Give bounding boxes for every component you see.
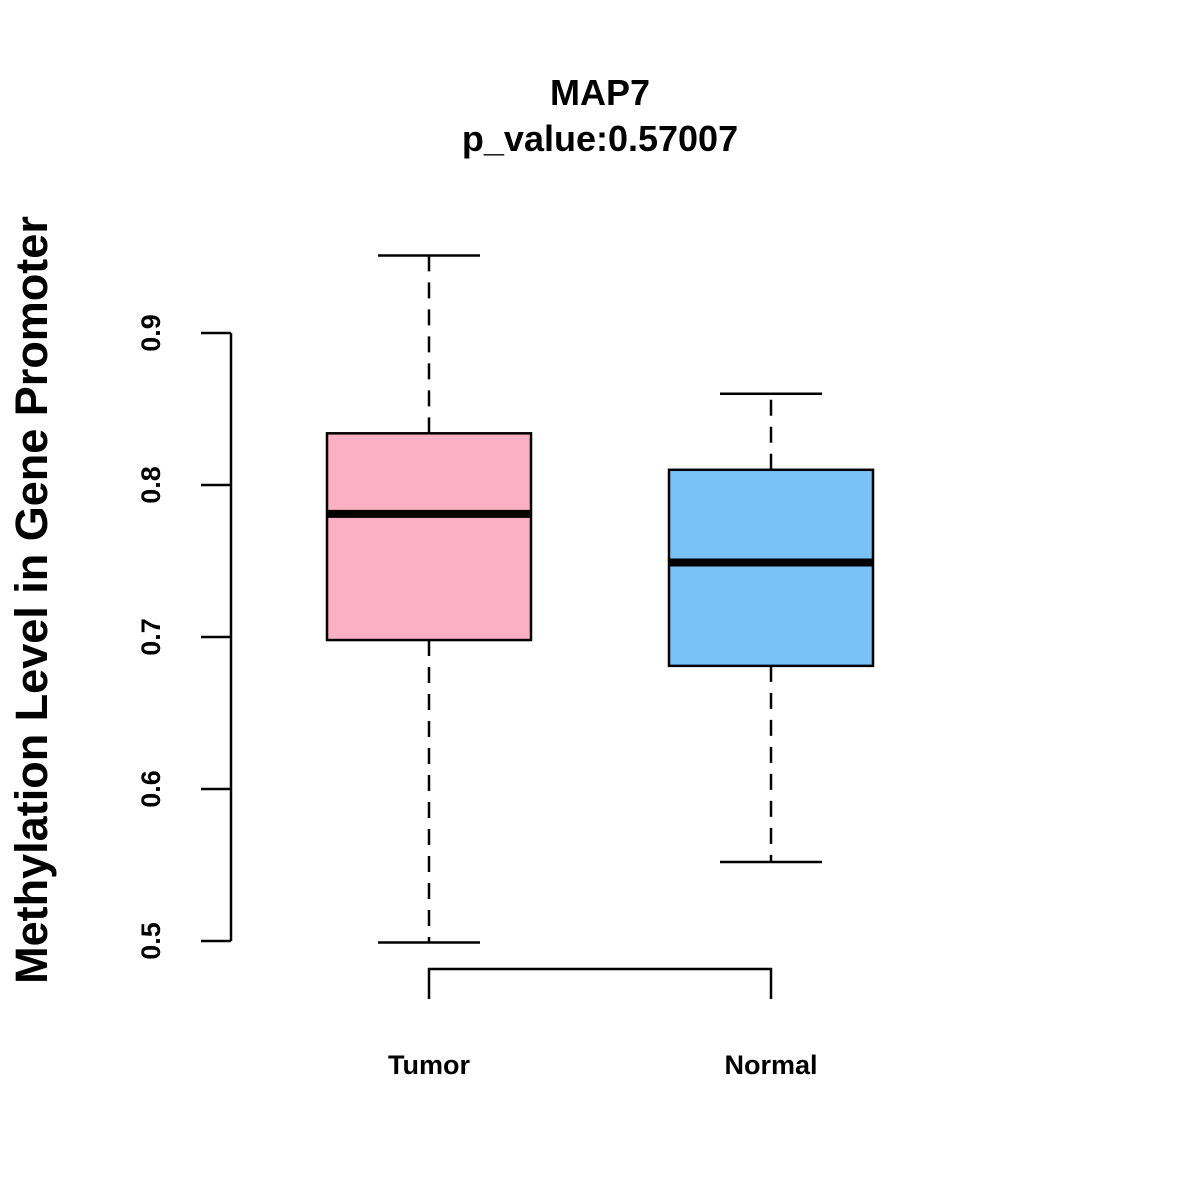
box-tumor: [325, 254, 533, 944]
y-tick-label: 0.6: [136, 770, 166, 808]
y-tick-label: 0.8: [136, 466, 166, 504]
comparison-bracket: [427, 967, 773, 999]
boxes: [325, 254, 875, 944]
y-axis: 0.5 0.6 0.7 0.8 0.9: [136, 314, 233, 960]
y-tick-label: 0.9: [136, 314, 166, 352]
x-label-normal: Normal: [724, 1050, 817, 1080]
bracket-line: [427, 967, 773, 999]
chart-title: MAP7: [550, 72, 650, 113]
iqr-box: [667, 468, 875, 668]
box-normal: [667, 392, 875, 864]
iqr-box: [325, 432, 533, 642]
x-axis-labels: Tumor Normal: [388, 1050, 818, 1080]
y-axis-title: Methylation Level in Gene Promoter: [6, 216, 57, 984]
y-tick-label: 0.5: [136, 922, 166, 960]
y-tick-label: 0.7: [136, 618, 166, 656]
chart-subtitle: p_value:0.57007: [462, 118, 738, 159]
x-label-tumor: Tumor: [388, 1050, 470, 1080]
